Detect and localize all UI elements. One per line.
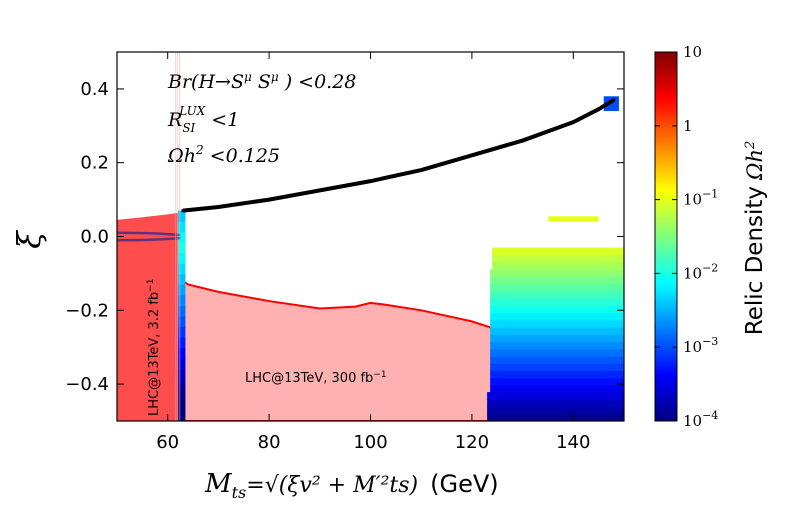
high-mass-band — [487, 392, 624, 400]
high-mass-band — [490, 334, 624, 343]
resonance-strip-segment — [177, 242, 186, 254]
relic-band-point — [368, 179, 373, 183]
x-tick-label: 80 — [258, 432, 281, 453]
high-mass-band — [487, 406, 624, 415]
y-tick-label: 0.4 — [80, 79, 109, 100]
colorbar-gradient — [654, 51, 678, 422]
relic-band-point — [470, 153, 474, 157]
region-lhc-3fb — [117, 212, 181, 421]
colorbar-tick-label: 10−2 — [683, 261, 718, 282]
resonance-strip-segment — [177, 357, 186, 370]
resonance-strip-segment — [177, 284, 186, 296]
x-tick-label: 100 — [353, 432, 387, 453]
high-mass-band — [490, 283, 624, 292]
near-zero-curve — [117, 231, 181, 237]
x-tick-label: 140 — [556, 432, 590, 453]
high-mass-band — [490, 269, 624, 278]
high-mass-band — [490, 298, 624, 306]
annotation-branching-ratio: Br(H→Sμ Sμ ) <0.28 — [167, 70, 356, 93]
label-lhc-3fb: LHC@13TeV, 3.2 fb−1 — [146, 279, 162, 416]
high-mass-band — [490, 384, 624, 393]
y-tick-label: 0.2 — [80, 153, 109, 174]
high-mass-band — [490, 305, 624, 314]
resonance-strip-segment — [177, 378, 186, 391]
relic-band-point — [597, 107, 601, 111]
high-mass-band — [492, 247, 624, 256]
plot-area — [117, 52, 624, 421]
high-mass-band — [490, 312, 624, 321]
y-tick-label: 0.0 — [80, 227, 109, 248]
high-mass-band — [490, 377, 624, 386]
resonance-strip-segment — [177, 368, 186, 380]
high-mass-band — [487, 399, 624, 408]
relic-band-point — [419, 168, 423, 172]
colorbar-tick-label: 10 — [683, 43, 702, 61]
colorbar-tick-label: 10−3 — [683, 335, 718, 356]
high-mass-band — [490, 319, 624, 328]
relic-band-point — [612, 98, 616, 102]
relic-band-point — [181, 209, 185, 213]
resonance-strip-segment — [177, 294, 186, 306]
relic-band-point — [267, 198, 271, 202]
high-mass-band — [490, 363, 624, 372]
high-mass-band — [490, 348, 624, 357]
axes: 60 80 100 120 140 0.4 0.2 0.0 −0.2 −0.4 — [65, 52, 624, 453]
resonance-strip-segment — [177, 389, 186, 401]
relic-band-point — [216, 205, 220, 209]
high-mass-band — [492, 254, 624, 263]
high-mass-isolated-points — [547, 216, 599, 222]
x-tick-label: 60 — [156, 432, 179, 453]
x-axis-label: Mts=√(ξv² + M′²ts) (GeV) — [204, 469, 499, 502]
resonance-strip-segment — [177, 336, 186, 348]
high-mass-band — [490, 341, 624, 350]
constraint-annotations: Br(H→Sμ Sμ ) <0.28 RSILUX <1 Ωh2 <0.125 — [167, 70, 356, 167]
resonance-strip-segment — [177, 210, 186, 222]
resonance-strip-segment — [177, 305, 186, 317]
relic-band-point — [521, 138, 525, 143]
y-tick-label: −0.2 — [65, 300, 109, 321]
high-mass-band — [490, 290, 624, 299]
label-lhc-300fb: LHC@13TeV, 300 fb−1 — [245, 370, 387, 386]
relic-band-point — [571, 120, 575, 124]
high-mass-band — [490, 327, 624, 335]
resonance-strip-segment — [177, 231, 186, 243]
y-tick-label: −0.4 — [65, 374, 109, 395]
near-zero-curve — [117, 236, 181, 242]
resonance-strip-segment — [177, 315, 186, 327]
resonance-strip-segment — [177, 347, 186, 359]
resonance-strip-segment — [177, 263, 186, 275]
high-mass-band — [490, 355, 624, 364]
resonance-strip-segment — [177, 410, 186, 421]
colorbar-tick-label: 10−1 — [683, 188, 718, 209]
annotation-lux: RSILUX <1 — [167, 104, 239, 135]
high-mass-band — [487, 413, 624, 421]
colorbar-tick-label: 10−4 — [683, 409, 718, 430]
resonance-strip-segment — [177, 221, 186, 233]
resonance-strip-segment — [177, 399, 186, 412]
colorbar-label: Relic DensityΩh2 — [742, 141, 768, 336]
resonance-strip-segment — [177, 252, 186, 264]
high-mass-band — [490, 276, 624, 285]
resonance-strip-segment — [177, 273, 186, 285]
y-axis-label: ξ — [10, 230, 48, 249]
high-mass-band — [492, 262, 624, 270]
relic-band-point — [318, 188, 322, 192]
resonance-strip-segment — [177, 326, 186, 338]
colorbar: 10 1 10−1 10−2 10−3 10−4 Relic DensityΩh2 — [654, 43, 768, 430]
x-tick-label: 120 — [455, 432, 489, 453]
colorbar-tick-label: 1 — [683, 117, 693, 135]
high-mass-band — [490, 370, 624, 379]
annotation-relic: Ωh2 <0.125 — [167, 143, 280, 167]
